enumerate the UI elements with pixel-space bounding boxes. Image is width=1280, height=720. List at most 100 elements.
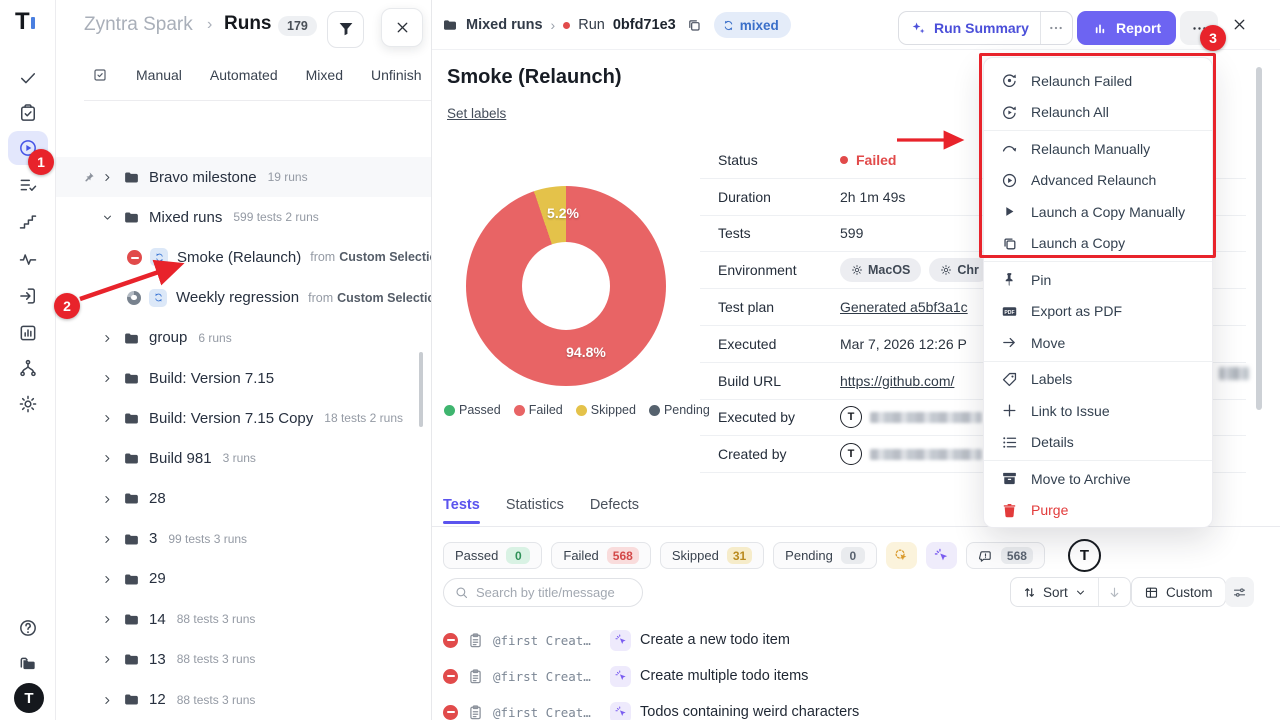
copy-icon[interactable]: [686, 16, 702, 34]
report-button[interactable]: Report: [1077, 11, 1177, 45]
breadcrumb-project[interactable]: Zyntra Spark: [84, 14, 193, 35]
tree-scrollbar[interactable]: [419, 352, 423, 427]
chevron-right-icon[interactable]: [101, 530, 114, 547]
filter-button[interactable]: [327, 11, 364, 48]
chevron-right-icon[interactable]: [101, 570, 114, 587]
sidebar-settings-icon[interactable]: [8, 387, 48, 421]
tree-folder-build-version-7-15[interactable]: Build: Version 7.15: [56, 358, 431, 398]
chevron-right-icon[interactable]: [101, 651, 114, 668]
menu-item-advanced-relaunch[interactable]: Advanced Relaunch: [984, 165, 1212, 197]
chevron-right-icon[interactable]: [101, 370, 114, 387]
filter-chip-pending[interactable]: Pending 0: [773, 542, 877, 569]
test-title: Create a new todo item: [640, 632, 790, 648]
sort-direction-button[interactable]: [1097, 578, 1130, 606]
tree-folder-13[interactable]: 13 88 tests 3 runs: [56, 639, 431, 679]
runs-tab-manual[interactable]: Manual: [136, 67, 182, 83]
sidebar-branches-icon[interactable]: [8, 351, 48, 385]
menu-item-launch-a-copy[interactable]: Launch a Copy: [984, 228, 1212, 260]
legend-skipped[interactable]: Skipped: [575, 403, 636, 417]
tree-folder-12[interactable]: 12 88 tests 3 runs: [56, 679, 431, 719]
chevron-right-icon[interactable]: [101, 169, 114, 186]
tree-run-smoke-relaunch[interactable]: Smoke (Relaunch) from Custom Selectio: [56, 237, 431, 277]
sidebar-help-icon[interactable]: [8, 611, 48, 645]
detail-link[interactable]: https://github.com/: [840, 372, 955, 389]
tree-folder-bravo-milestone[interactable]: Bravo milestone 19 runs: [56, 157, 431, 198]
chevron-right-icon[interactable]: [101, 490, 114, 507]
chevron-right-icon[interactable]: [101, 329, 114, 346]
test-row-create-a-new-todo-item[interactable]: @first Creat… Create a new todo item: [443, 622, 1273, 658]
set-labels-link[interactable]: Set labels: [447, 106, 507, 121]
run-summary-more-button[interactable]: [1039, 12, 1072, 44]
search-input[interactable]: [476, 585, 626, 600]
menu-item-purge[interactable]: Purge: [984, 495, 1212, 527]
menu-item-labels[interactable]: Labels: [984, 364, 1212, 396]
filter-chip-passed[interactable]: Passed 0: [443, 542, 543, 569]
menu-item-relaunch-failed[interactable]: Relaunch Failed: [984, 65, 1212, 97]
main-scrollbar[interactable]: [1256, 67, 1262, 410]
view-settings-button[interactable]: [1225, 577, 1254, 607]
runs-report-icon[interactable]: [92, 66, 108, 84]
menu-item-relaunch-all[interactable]: Relaunch All: [984, 97, 1212, 129]
sidebar-projects-icon[interactable]: [8, 647, 48, 681]
auto-run-filter-button[interactable]: [885, 542, 917, 569]
menu-item-export-as-pdf[interactable]: PDF Export as PDF: [984, 296, 1212, 328]
menu-item-link-to-issue[interactable]: Link to Issue: [984, 395, 1212, 427]
tab-statistics[interactable]: Statistics: [505, 497, 564, 513]
tab-defects[interactable]: Defects: [589, 497, 639, 513]
run-summary-button[interactable]: Run Summary: [898, 11, 1073, 45]
tree-folder-build-981[interactable]: Build 981 3 runs: [56, 438, 431, 478]
tab-tests[interactable]: Tests: [443, 497, 480, 513]
legend-passed[interactable]: Passed: [444, 403, 501, 417]
manual-click-filter-button[interactable]: [925, 542, 957, 569]
menu-item-pin[interactable]: Pin: [984, 264, 1212, 296]
test-row-todos-containing-weird-characters[interactable]: @first Creat… Todos containing weird char…: [443, 694, 1273, 720]
sidebar-activity-icon[interactable]: [8, 242, 48, 276]
detail-link[interactable]: Generated a5bf3a1c: [840, 299, 968, 316]
sidebar-tests-icon[interactable]: [8, 61, 48, 95]
app-logo[interactable]: T: [15, 8, 35, 36]
tree-folder-14[interactable]: 14 88 tests 3 runs: [56, 599, 431, 639]
sidebar-analytics-icon[interactable]: [8, 316, 48, 350]
runs-tab-mixed[interactable]: Mixed: [305, 67, 343, 83]
env-chip-chr[interactable]: Chr: [929, 258, 990, 283]
close-filter-button[interactable]: [381, 8, 423, 47]
custom-columns-button[interactable]: Custom: [1131, 577, 1226, 607]
sidebar-import-icon[interactable]: [8, 279, 48, 313]
account-avatar[interactable]: T: [14, 683, 44, 713]
chevron-right-icon[interactable]: [101, 450, 114, 467]
legend-failed[interactable]: Failed: [513, 403, 563, 417]
comments-filter-chip[interactable]: 568: [965, 542, 1045, 569]
menu-item-move-to-archive[interactable]: Move to Archive: [984, 463, 1212, 495]
chevron-down-icon[interactable]: [101, 209, 114, 226]
runs-tab-automated[interactable]: Automated: [209, 67, 278, 83]
test-row-create-multiple-todo-items[interactable]: @first Creat… Create multiple todo items: [443, 658, 1273, 694]
breadcrumb-folder[interactable]: Mixed runs: [466, 17, 543, 33]
status-filter-chips: Passed 0 Failed 568 Skipped 31 Pending 0 568 T: [443, 539, 1101, 572]
tree-folder-29[interactable]: 29: [56, 559, 431, 599]
chevron-right-icon[interactable]: [101, 691, 114, 708]
sidebar-milestones-icon[interactable]: [8, 205, 48, 239]
tree-folder-3[interactable]: 3 99 tests 3 runs: [56, 519, 431, 559]
menu-item-relaunch-manually[interactable]: Relaunch Manually: [984, 133, 1212, 165]
chevron-right-icon[interactable]: [101, 410, 114, 427]
tree-folder-28[interactable]: 28: [56, 479, 431, 519]
runs-tab-unfinish[interactable]: Unfinish: [371, 67, 422, 83]
pointer-click-icon: [610, 665, 631, 687]
user-avatar[interactable]: T: [1067, 539, 1101, 572]
close-run-button[interactable]: [1231, 16, 1248, 34]
tree-folder-build-version-7-15-copy[interactable]: Build: Version 7.15 Copy 18 tests 2 runs: [56, 398, 431, 438]
chevron-right-icon[interactable]: [101, 611, 114, 628]
menu-item-details[interactable]: Details: [984, 427, 1212, 459]
env-chip-macos[interactable]: MacOS: [840, 258, 922, 283]
filter-chip-failed[interactable]: Failed 568: [551, 542, 651, 569]
tree-run-weekly-regression[interactable]: Weekly regression from Custom Selectio: [56, 278, 431, 318]
filter-chip-skipped[interactable]: Skipped 31: [659, 542, 765, 569]
menu-item-move[interactable]: Move: [984, 327, 1212, 359]
sidebar-suites-icon[interactable]: [8, 96, 48, 130]
tree-folder-mixed-runs[interactable]: Mixed runs 599 tests 2 runs: [56, 197, 431, 237]
tree-folder-group[interactable]: group 6 runs: [56, 318, 431, 358]
sort-button[interactable]: Sort: [1011, 584, 1098, 600]
legend-pending[interactable]: Pending: [648, 403, 710, 417]
sidebar-plans-icon[interactable]: [8, 168, 48, 202]
menu-item-launch-a-copy-manually[interactable]: Launch a Copy Manually: [984, 196, 1212, 228]
